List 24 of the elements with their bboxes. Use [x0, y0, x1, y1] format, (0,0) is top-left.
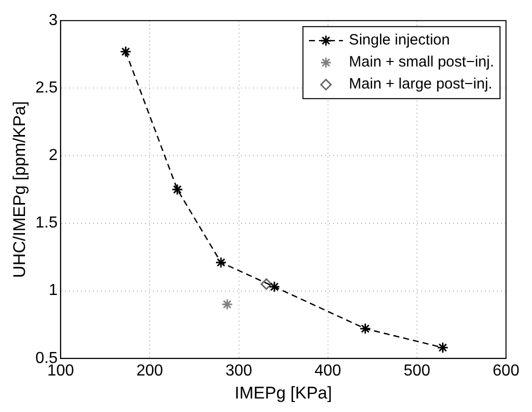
y-tick-label: 1.5 — [35, 214, 58, 232]
point — [120, 46, 132, 58]
y-tick-label: 3 — [48, 12, 58, 30]
x-tick-label: 400 — [314, 362, 342, 380]
point — [437, 342, 449, 354]
x-tick-label: 100 — [47, 362, 74, 380]
y-axis-title: UHC/IMEPg [ppm/KPa] — [10, 101, 29, 278]
x-tick-label: 600 — [492, 362, 520, 380]
y-tick-label: 1 — [48, 282, 58, 300]
legend-label: Single injection — [348, 32, 450, 49]
point — [360, 322, 372, 334]
x-axis-title: IMEPg [KPa] — [234, 383, 332, 402]
y-tick-label: 2.5 — [35, 80, 58, 97]
x-tick-label: 500 — [404, 362, 430, 380]
legend-label: Main + large post−inj. — [348, 76, 492, 93]
point — [172, 184, 184, 196]
point — [268, 281, 280, 293]
x-tick-label: 300 — [225, 362, 252, 380]
point — [221, 298, 233, 310]
point — [260, 278, 272, 290]
point — [215, 256, 227, 268]
legend-label: Main + small post−inj. — [348, 54, 494, 71]
x-tick-label: 200 — [136, 362, 164, 380]
y-tick-label: 2 — [48, 147, 58, 164]
